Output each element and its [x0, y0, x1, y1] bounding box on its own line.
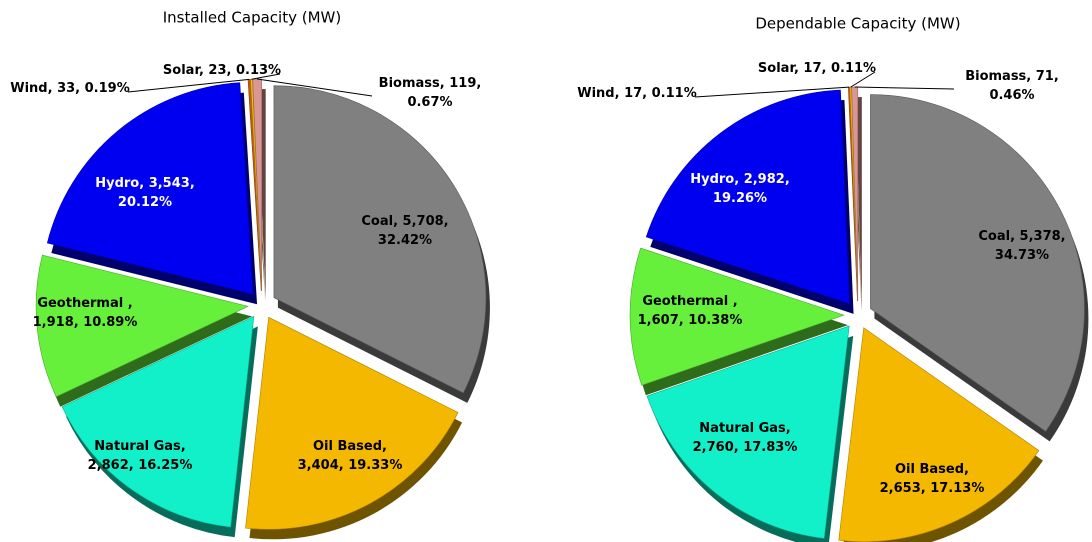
slice	[46, 82, 254, 295]
data-label: Solar, 23, 0.13%	[163, 63, 281, 78]
leader-line	[694, 86, 850, 98]
leader-line	[850, 71, 876, 88]
data-label-line: Oil Based,	[313, 439, 387, 454]
leader-line	[127, 78, 250, 93]
chart-title: Dependable Capacity (MW)	[755, 15, 960, 33]
data-label-line: Solar, 23, 0.13%	[163, 63, 281, 78]
data-label-line: Biomass, 71,	[965, 69, 1059, 84]
data-label: Biomass, 119, 0.67%	[379, 76, 482, 110]
data-label: Wind, 33, 0.19%	[10, 81, 129, 96]
slice	[646, 325, 850, 539]
data-label-line: 34.73%	[995, 248, 1049, 263]
slice	[61, 315, 255, 528]
data-label-line: Biomass, 119,	[379, 76, 482, 91]
leader-line	[257, 78, 373, 97]
data-label-line: 19.26%	[713, 191, 767, 206]
slice	[629, 247, 845, 386]
data-label-line: Wind, 17, 0.11%	[577, 86, 696, 101]
data-label-line: Natural Gas,	[94, 439, 185, 454]
data-label-line: 1,918, 10.89%	[33, 315, 138, 330]
data-label-line: 0.67%	[407, 95, 452, 110]
data-label-line: 3,404, 19.33%	[298, 458, 403, 473]
data-label-line: 2,862, 16.25%	[88, 458, 193, 473]
data-label-line: Geothermal ,	[37, 296, 132, 311]
slice	[245, 316, 459, 530]
data-label: Oil Based, 2,653, 17.13%	[880, 462, 985, 496]
data-label: Natural Gas, 2,862, 16.25%	[88, 439, 193, 473]
data-label-line: Geothermal ,	[642, 294, 737, 309]
data-label-line: Coal, 5,378,	[978, 229, 1065, 244]
data-label: Biomass, 71, 0.46%	[965, 69, 1059, 103]
data-label: Wind, 17, 0.11%	[577, 86, 696, 101]
data-label: Natural Gas, 2,760, 17.83%	[693, 421, 798, 455]
data-label-line: 2,760, 17.83%	[693, 440, 798, 455]
data-label: Solar, 17, 0.11%	[758, 61, 876, 76]
chart-title: Installed Capacity (MW)	[163, 9, 341, 27]
data-label-line: Hydro, 2,982,	[690, 172, 790, 187]
data-label-line: Solar, 17, 0.11%	[758, 61, 876, 76]
slice	[870, 94, 1085, 432]
data-label-line: 0.46%	[989, 88, 1034, 103]
data-label-line: 20.12%	[118, 195, 172, 210]
slice	[273, 85, 487, 394]
data-label: Coal, 5,378, 34.73%	[978, 229, 1065, 263]
data-label: Oil Based, 3,404, 19.33%	[298, 439, 403, 473]
data-label-line: Hydro, 3,543,	[95, 176, 195, 191]
data-label-line: 1,607, 10.38%	[638, 313, 743, 328]
leader-line	[854, 86, 955, 90]
data-label-line: 2,653, 17.13%	[880, 481, 985, 496]
leader-line	[251, 73, 281, 80]
slice	[645, 89, 850, 305]
slice	[35, 254, 249, 398]
data-label-line: Oil Based,	[895, 462, 969, 477]
data-label-line: Wind, 33, 0.19%	[10, 81, 129, 96]
data-label: Geothermal , 1,918, 10.89%	[33, 296, 138, 330]
data-label: Coal, 5,708, 32.42%	[361, 214, 448, 248]
slice	[851, 86, 859, 302]
data-label: Geothermal , 1,607, 10.38%	[638, 294, 743, 328]
data-label: Hydro, 2,982, 19.26%	[690, 172, 790, 206]
data-label: Hydro, 3,543, 20.12%	[95, 176, 195, 210]
data-label-line: Coal, 5,708,	[361, 214, 448, 229]
data-label-line: Natural Gas,	[699, 421, 790, 436]
data-label-line: 32.42%	[378, 233, 432, 248]
